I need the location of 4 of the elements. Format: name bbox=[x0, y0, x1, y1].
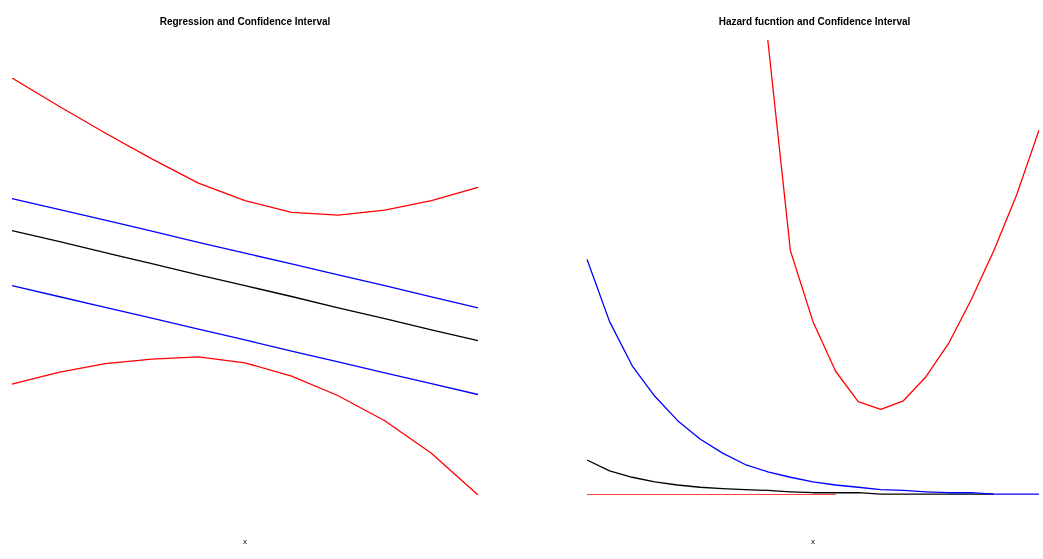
x-axis-title: x bbox=[243, 537, 247, 547]
chart-title: Hazard fucntion and Confidence Interval bbox=[718, 15, 911, 27]
x-axis-title: x bbox=[811, 537, 815, 547]
chart-title: Regression and Confidence Interval bbox=[159, 15, 331, 27]
